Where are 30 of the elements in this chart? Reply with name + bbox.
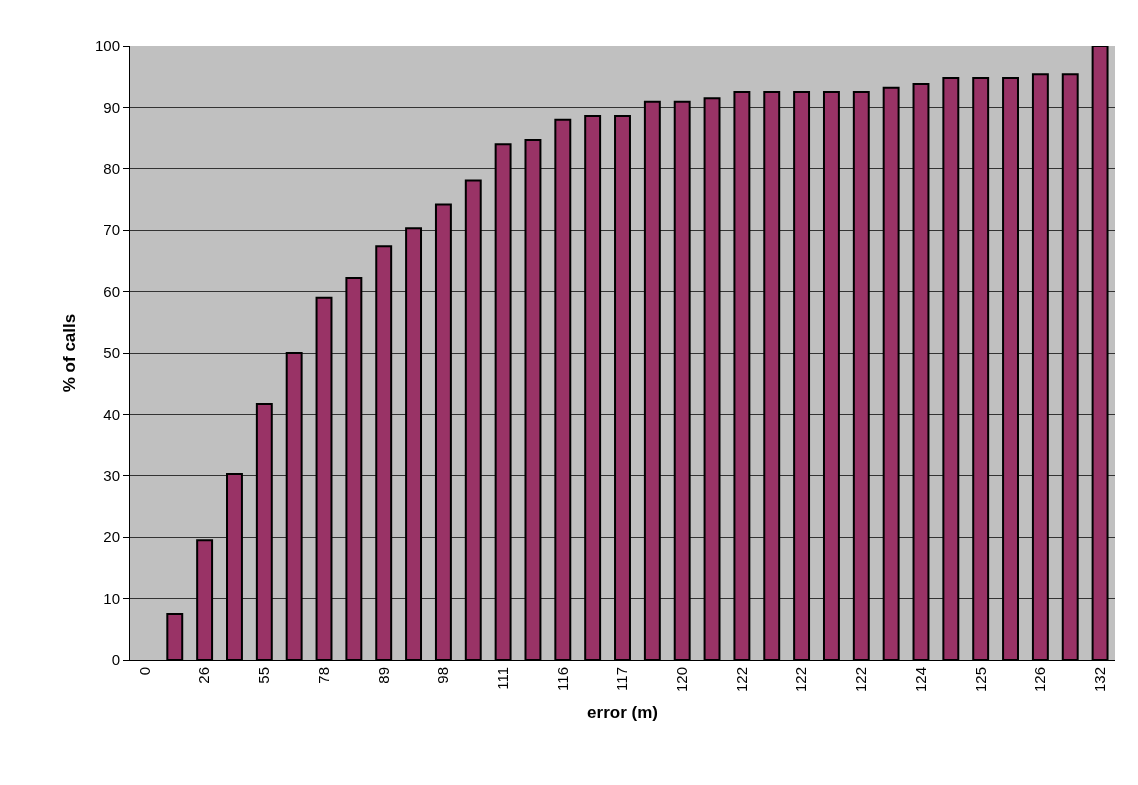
- x-tick-label: 116: [553, 667, 571, 691]
- y-tick-label: 80: [103, 160, 120, 178]
- x-tick-label: 122: [792, 667, 810, 693]
- x-tick-label: 122: [732, 667, 750, 693]
- x-axis-title: error (m): [587, 703, 658, 723]
- y-tick-label: 10: [103, 589, 120, 607]
- x-tick-label: 98: [434, 667, 452, 684]
- y-tick-label: 70: [103, 221, 120, 239]
- y-tick-label: 20: [103, 528, 120, 546]
- x-tick-label: 125: [971, 667, 989, 693]
- y-tick-label: 0: [111, 651, 120, 669]
- x-tick-label: 26: [195, 667, 213, 684]
- x-tick-label: 126: [1031, 667, 1049, 693]
- x-tick-label: 55: [255, 667, 273, 684]
- y-tick-label: 60: [103, 282, 120, 300]
- y-tick-label: 50: [103, 344, 120, 362]
- x-tick-label: 120: [673, 667, 691, 693]
- x-tick-label: 78: [314, 667, 332, 684]
- x-tick-label: 89: [374, 667, 392, 684]
- y-tick-label: 30: [103, 467, 120, 485]
- x-tick-label: 124: [911, 667, 929, 693]
- y-tick-label: 40: [103, 405, 120, 423]
- y-axis-title: % of calls: [59, 313, 79, 393]
- x-tick-label: 122: [852, 667, 870, 693]
- x-tick-label: 111: [493, 667, 511, 690]
- y-tick-label: 100: [94, 37, 120, 55]
- x-tick-label: 132: [1090, 667, 1108, 693]
- x-tick-label: 117: [613, 667, 631, 691]
- y-tick-label: 90: [103, 98, 120, 116]
- x-tick-label: 0: [135, 667, 153, 676]
